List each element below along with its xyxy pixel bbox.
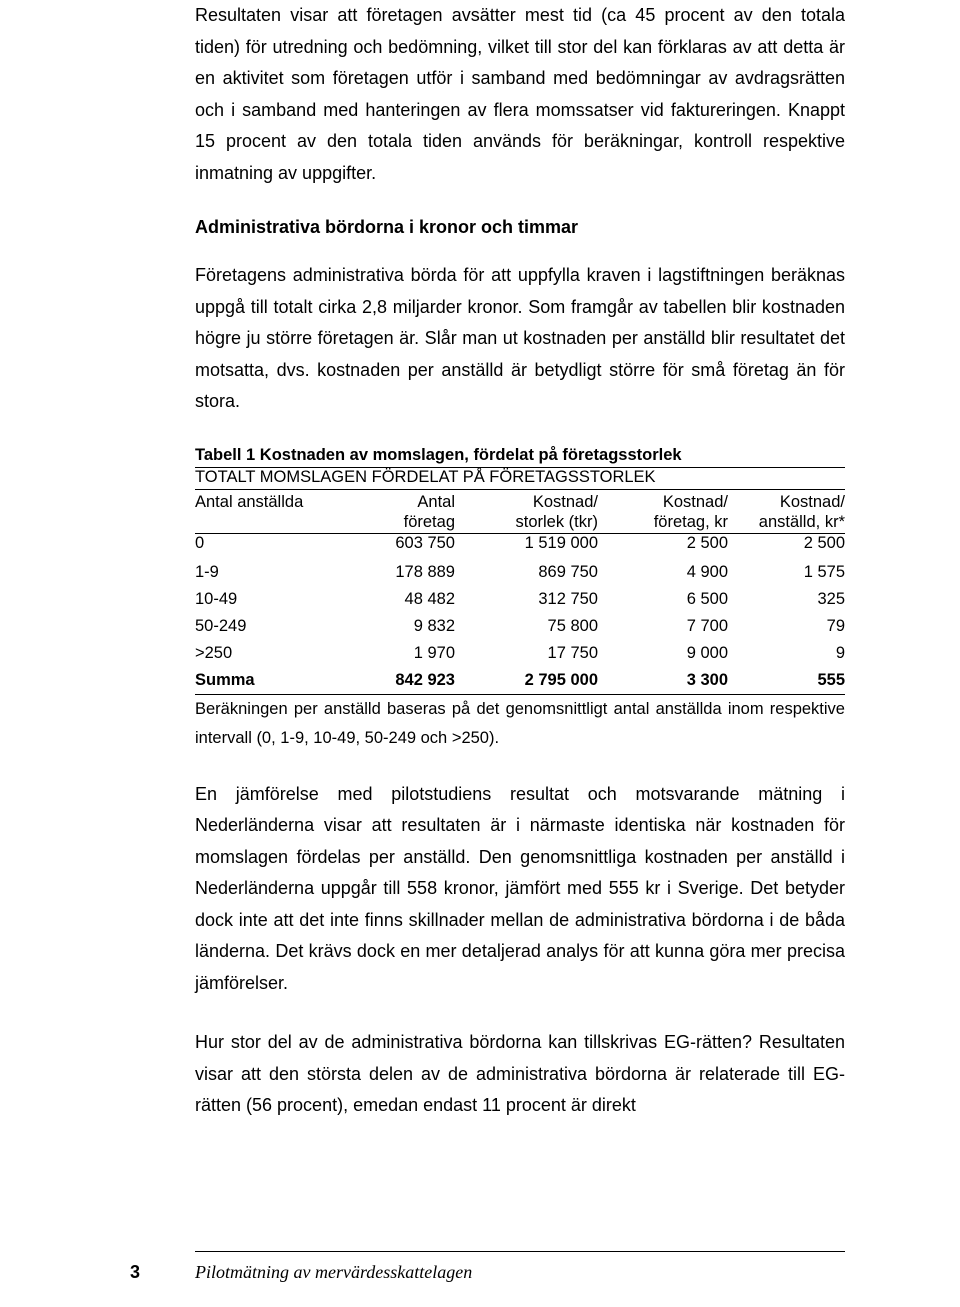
col-header-kostnad-storlek: Kostnad/storlek (tkr) xyxy=(455,490,598,534)
table-row: 10-49 48 482 312 750 6 500 325 xyxy=(195,586,845,613)
table-sum-row: Summa 842 923 2 795 000 3 300 555 xyxy=(195,667,845,695)
cell-antal: 48 482 xyxy=(338,586,455,613)
table-subheader: TOTALT MOMSLAGEN FÖRDELAT PÅ FÖRETAGSSTO… xyxy=(195,467,845,490)
cell-storlek: 312 750 xyxy=(455,586,598,613)
cell-sum-antal: 842 923 xyxy=(338,667,455,695)
col-header-antal-foretag: Antalföretag xyxy=(338,490,455,534)
cell-anstallda: 1-9 xyxy=(195,559,338,586)
cell-anstalld: 9 xyxy=(728,640,845,667)
paragraph-comparison: En jämförelse med pilotstudiens resultat… xyxy=(195,779,845,1000)
cell-storlek: 1 519 000 xyxy=(455,533,598,559)
col-header-kostnad-foretag: Kostnad/företag, kr xyxy=(598,490,728,534)
cell-storlek: 17 750 xyxy=(455,640,598,667)
table-row: 0 603 750 1 519 000 2 500 2 500 xyxy=(195,533,845,559)
cell-anstalld: 2 500 xyxy=(728,533,845,559)
cell-anstallda: 0 xyxy=(195,533,338,559)
cell-storlek: 75 800 xyxy=(455,613,598,640)
footer-divider xyxy=(195,1251,845,1252)
table-caption: Tabell 1 Kostnaden av momslagen, fördela… xyxy=(195,446,845,465)
cell-anstalld: 1 575 xyxy=(728,559,845,586)
cell-foretag: 7 700 xyxy=(598,613,728,640)
cell-antal: 1 970 xyxy=(338,640,455,667)
cell-foretag: 2 500 xyxy=(598,533,728,559)
cell-sum-foretag: 3 300 xyxy=(598,667,728,695)
cell-foretag: 6 500 xyxy=(598,586,728,613)
table-row: >250 1 970 17 750 9 000 9 xyxy=(195,640,845,667)
paragraph-intro: Resultaten visar att företagen avsätter … xyxy=(195,0,845,189)
col-header-kostnad-anstalld: Kostnad/anställd, kr* xyxy=(728,490,845,534)
page-number: 3 xyxy=(130,1262,195,1283)
table-row: 50-249 9 832 75 800 7 700 79 xyxy=(195,613,845,640)
cost-table: Antal anställda Antalföretag Kostnad/sto… xyxy=(195,490,845,695)
cell-anstalld: 79 xyxy=(728,613,845,640)
cell-antal: 178 889 xyxy=(338,559,455,586)
cell-sum-storlek: 2 795 000 xyxy=(455,667,598,695)
cell-sum-label: Summa xyxy=(195,667,338,695)
cell-storlek: 869 750 xyxy=(455,559,598,586)
page-footer: 3 Pilotmätning av mervärdesskattelagen xyxy=(0,1251,960,1283)
cell-anstalld: 325 xyxy=(728,586,845,613)
cell-foretag: 9 000 xyxy=(598,640,728,667)
document-title: Pilotmätning av mervärdesskattelagen xyxy=(195,1262,472,1283)
paragraph-eg-law: Hur stor del av de administrativa bördor… xyxy=(195,1027,845,1122)
cell-antal: 603 750 xyxy=(338,533,455,559)
cell-anstallda: 50-249 xyxy=(195,613,338,640)
paragraph-admin-burden: Företagens administrativa börda för att … xyxy=(195,260,845,418)
cell-sum-anstalld: 555 xyxy=(728,667,845,695)
table-footnote: Beräkningen per anställd baseras på det … xyxy=(195,695,845,753)
cell-antal: 9 832 xyxy=(338,613,455,640)
heading-admin-burden: Administrativa bördorna i kronor och tim… xyxy=(195,217,845,238)
table-header-row: Antal anställda Antalföretag Kostnad/sto… xyxy=(195,490,845,534)
col-header-anstallda: Antal anställda xyxy=(195,490,338,534)
cell-anstallda: >250 xyxy=(195,640,338,667)
cell-anstallda: 10-49 xyxy=(195,586,338,613)
table-row: 1-9 178 889 869 750 4 900 1 575 xyxy=(195,559,845,586)
cell-foretag: 4 900 xyxy=(598,559,728,586)
